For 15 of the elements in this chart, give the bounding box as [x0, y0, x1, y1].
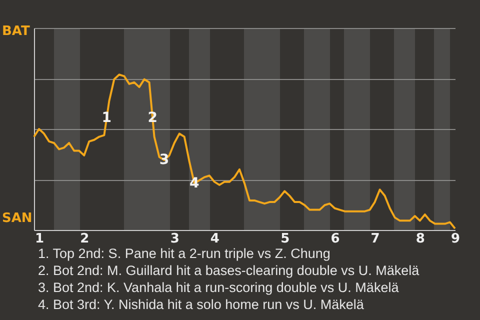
x-tick-label: 4: [210, 232, 220, 246]
text: 4. Bot 3rd: Y. Nishida hit a solo home run vs U. Mäkelä: [38, 296, 365, 313]
x-tick-label: 9: [450, 232, 460, 246]
text: 1. Top 2nd: S. Pane hit a 2-run triple vs Z. Chung: [38, 245, 332, 262]
x-tick-label: 5: [280, 232, 290, 246]
text: BAT: [2, 24, 30, 39]
x-tick-label: 2: [80, 232, 90, 246]
x-tick-label: 3: [170, 232, 180, 246]
text: 2. Bot 2nd: M. Guillard hit a bases-clearing double vs U. Mäkelä: [38, 262, 420, 279]
x-tick-label: 1: [34, 232, 44, 246]
text: 3. Bot 2nd: K. Vanhala hit a run-scoring double vs U. Mäkelä: [38, 279, 400, 296]
x-tick-label: 6: [330, 232, 340, 246]
x-tick-label: 7: [370, 232, 380, 246]
text: SAN: [2, 211, 32, 226]
x-tick-label: 8: [416, 232, 425, 246]
